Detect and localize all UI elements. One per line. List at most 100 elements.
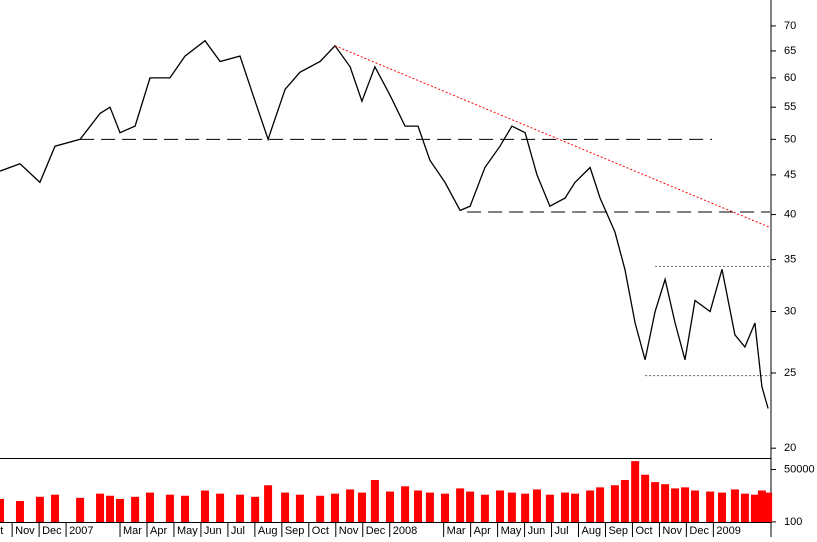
volume-bar bbox=[281, 492, 290, 522]
volume-bar bbox=[507, 492, 516, 522]
volume-bar bbox=[651, 482, 660, 522]
volume-bar bbox=[586, 490, 595, 522]
y-tick-label: 20 bbox=[784, 442, 796, 454]
volume-bar bbox=[35, 496, 44, 522]
volume-bar bbox=[480, 494, 489, 522]
volume-bar bbox=[532, 489, 541, 522]
x-tick-label: Oct bbox=[312, 525, 329, 537]
volume-bar bbox=[165, 494, 174, 522]
volume-bar bbox=[764, 492, 773, 522]
volume-bar bbox=[571, 493, 580, 522]
volume-bar bbox=[466, 491, 475, 522]
y-tick-label: 25 bbox=[784, 367, 796, 379]
volume-bar bbox=[750, 494, 759, 522]
volume-bar bbox=[691, 490, 700, 522]
volume-bar bbox=[385, 491, 394, 522]
volume-bar bbox=[717, 492, 726, 522]
volume-bar bbox=[316, 495, 325, 522]
volume-bar bbox=[596, 487, 605, 522]
x-tick-label: May bbox=[177, 525, 198, 537]
y-tick-label: 30 bbox=[784, 305, 796, 317]
x-tick-label: Jul bbox=[231, 525, 245, 537]
volume-bar bbox=[295, 494, 304, 522]
x-tick-label: Sep bbox=[285, 525, 305, 537]
x-tick-label: Apr bbox=[150, 525, 167, 537]
volume-bar bbox=[561, 492, 570, 522]
volume-bar bbox=[236, 494, 245, 522]
volume-bar bbox=[76, 497, 85, 522]
volume-bar bbox=[730, 489, 739, 522]
volume-bar bbox=[216, 493, 225, 522]
y-tick-label: 55 bbox=[784, 101, 796, 113]
volume-bar bbox=[441, 493, 450, 522]
x-tick-label: Dec bbox=[42, 525, 62, 537]
volume-bar bbox=[496, 490, 505, 522]
x-tick-label: 2007 bbox=[69, 525, 93, 537]
volume-bar bbox=[620, 480, 629, 522]
x-tick-label: 2008 bbox=[393, 525, 417, 537]
volume-bar bbox=[414, 490, 423, 522]
volume-bar bbox=[425, 492, 434, 522]
x-tick-label: Dec bbox=[689, 525, 709, 537]
x-tick-label: Sep bbox=[608, 525, 628, 537]
volume-bar bbox=[545, 494, 554, 522]
volume-bar bbox=[116, 498, 125, 522]
volume-bar bbox=[610, 485, 619, 522]
y-tick-label: 40 bbox=[784, 208, 796, 220]
volume-bar bbox=[0, 498, 4, 522]
x-tick-label: Mar bbox=[123, 525, 142, 537]
volume-bar bbox=[330, 493, 339, 522]
volume-bar bbox=[51, 494, 60, 522]
volume-bar bbox=[757, 490, 766, 522]
x-tick-label: Dec bbox=[366, 525, 386, 537]
volume-bar bbox=[740, 493, 749, 522]
x-tick-label: Mar bbox=[447, 525, 466, 537]
volume-bar bbox=[671, 488, 680, 522]
volume-bar bbox=[264, 485, 273, 522]
x-tick-label: Aug bbox=[258, 525, 278, 537]
volume-bar bbox=[631, 461, 640, 522]
x-tick-label: Nov bbox=[15, 525, 35, 537]
y-tick-label: 100 bbox=[784, 516, 802, 528]
x-tick-label: Apr bbox=[474, 525, 491, 537]
x-tick-label: May bbox=[501, 525, 522, 537]
volume-bar bbox=[145, 492, 154, 522]
x-tick-label: Aug bbox=[582, 525, 602, 537]
volume-bar bbox=[346, 489, 355, 522]
x-tick-label: Jun bbox=[204, 525, 222, 537]
volume-bar bbox=[641, 474, 650, 522]
x-tick-label: t bbox=[0, 525, 3, 537]
y-tick-label: 70 bbox=[784, 20, 796, 32]
volume-bar bbox=[706, 491, 715, 522]
x-tick-label: Oct bbox=[635, 525, 652, 537]
volume-bar bbox=[370, 480, 379, 522]
y-tick-label: 50000 bbox=[784, 463, 815, 475]
y-tick-label: 60 bbox=[784, 72, 796, 84]
volume-bar bbox=[106, 495, 115, 522]
y-tick-label: 45 bbox=[784, 169, 796, 181]
volume-bar bbox=[131, 496, 140, 522]
volume-bar bbox=[357, 492, 366, 522]
volume-bar bbox=[661, 484, 670, 522]
price-line bbox=[0, 39, 769, 409]
volume-bar bbox=[251, 496, 260, 522]
y-tick-label: 50 bbox=[784, 133, 796, 145]
volume-bar bbox=[181, 495, 190, 522]
volume-bar bbox=[401, 486, 410, 522]
y-tick-label: 65 bbox=[784, 45, 796, 57]
volume-bar bbox=[15, 501, 24, 522]
reference-line bbox=[334, 45, 771, 228]
x-tick-label: Jul bbox=[555, 525, 569, 537]
volume-bar bbox=[96, 493, 105, 522]
volume-bar bbox=[681, 487, 690, 522]
x-tick-label: Jun bbox=[528, 525, 546, 537]
volume-bar bbox=[200, 490, 209, 522]
x-tick-label: Nov bbox=[339, 525, 359, 537]
x-tick-label: Nov bbox=[662, 525, 682, 537]
volume-bar bbox=[456, 488, 465, 522]
volume-bar bbox=[521, 493, 530, 522]
x-tick-label: 2009 bbox=[716, 525, 740, 537]
y-tick-label: 35 bbox=[784, 253, 796, 265]
